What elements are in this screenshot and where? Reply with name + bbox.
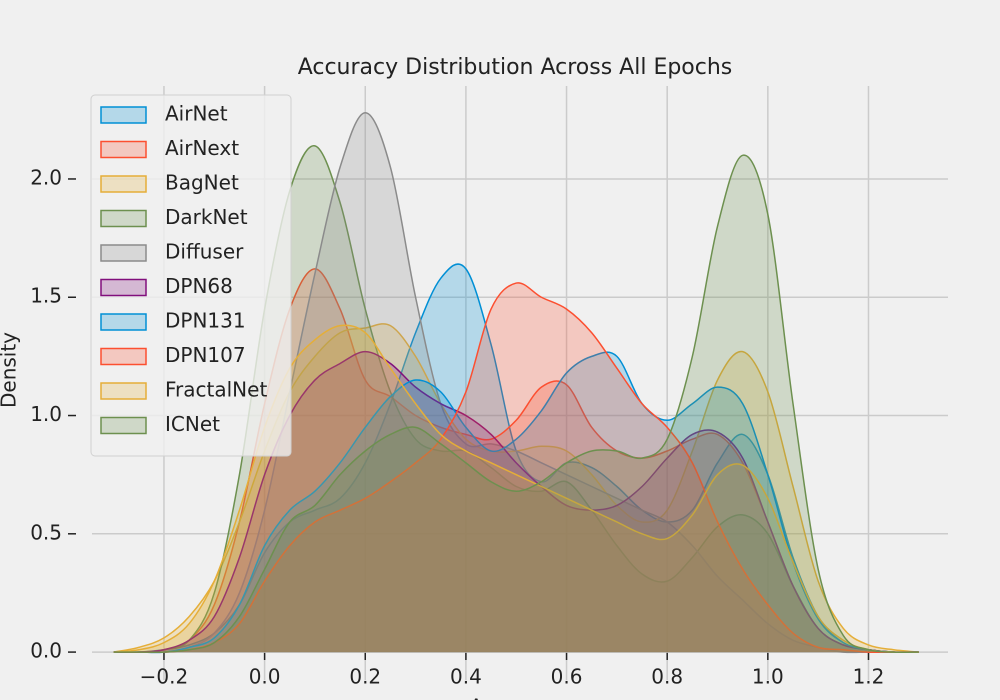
- legend-label: DPN68: [165, 274, 233, 298]
- legend-label: AirNext: [165, 136, 239, 160]
- chart-title: Accuracy Distribution Across All Epochs: [298, 55, 733, 80]
- y-tick-label: 0.5: [30, 520, 62, 544]
- x-tick-label: −0.2: [140, 665, 189, 689]
- legend-swatch: [100, 175, 147, 193]
- density-area: [113, 325, 919, 653]
- x-tick-label: 0.6: [551, 665, 583, 689]
- legend-swatch: [100, 416, 147, 435]
- legend-label: DPN107: [165, 343, 246, 367]
- legend-label: AirNet: [165, 102, 228, 126]
- x-tick-label: 0.0: [249, 665, 281, 689]
- legend-swatch: [100, 140, 147, 159]
- density-area: [113, 323, 919, 653]
- legend-swatch: [100, 313, 147, 331]
- x-tick-label: 0.8: [651, 665, 683, 689]
- y-tick-label: 2.0: [30, 165, 62, 189]
- legend-label: ICNet: [165, 412, 220, 436]
- density-line: [113, 323, 919, 653]
- legend-swatch: [100, 244, 147, 262]
- legend-label: DarkNet: [165, 205, 248, 229]
- density-area: [113, 155, 919, 653]
- plot-area: [113, 111, 919, 654]
- density-line: [113, 282, 919, 654]
- legend-label: Diffuser: [165, 240, 244, 264]
- density-area: [113, 264, 919, 653]
- density-line: [113, 350, 919, 654]
- y-tick-label: 1.5: [30, 284, 62, 308]
- legend-swatch: [100, 382, 147, 400]
- x-tick-label: 1.0: [752, 665, 784, 689]
- density-line: [113, 111, 919, 654]
- density-area: [113, 112, 919, 653]
- density-area: [113, 352, 919, 653]
- density-area: [113, 351, 919, 653]
- y-tick-label: 0.0: [30, 639, 62, 663]
- density-area: [113, 268, 919, 653]
- x-axis-label: Accuracy: [469, 695, 560, 700]
- legend-label: BagNet: [165, 171, 239, 195]
- y-axis-label: Density: [0, 332, 21, 408]
- legend-label: FractalNet: [165, 378, 267, 402]
- density-line: [113, 351, 919, 654]
- density-area: [113, 282, 919, 653]
- legend-swatch: [100, 278, 147, 297]
- legend-swatch: [100, 209, 147, 228]
- legend-swatch: [100, 347, 147, 366]
- legend-box: [90, 94, 292, 457]
- legend-swatch: [100, 106, 147, 124]
- legend: AirNet AirNext BagNet DarkNet Diffuser DPN68 D…: [90, 94, 292, 457]
- x-tick-label: 0.2: [349, 665, 381, 689]
- density-line: [113, 324, 919, 654]
- density-line: [113, 145, 919, 654]
- legend-label: DPN131: [165, 309, 246, 333]
- density-line: [113, 263, 919, 654]
- x-tick-label: 0.4: [450, 665, 482, 689]
- density-line: [113, 154, 919, 654]
- x-tick-label: 1.2: [853, 665, 885, 689]
- y-tick-label: 1.0: [30, 402, 62, 426]
